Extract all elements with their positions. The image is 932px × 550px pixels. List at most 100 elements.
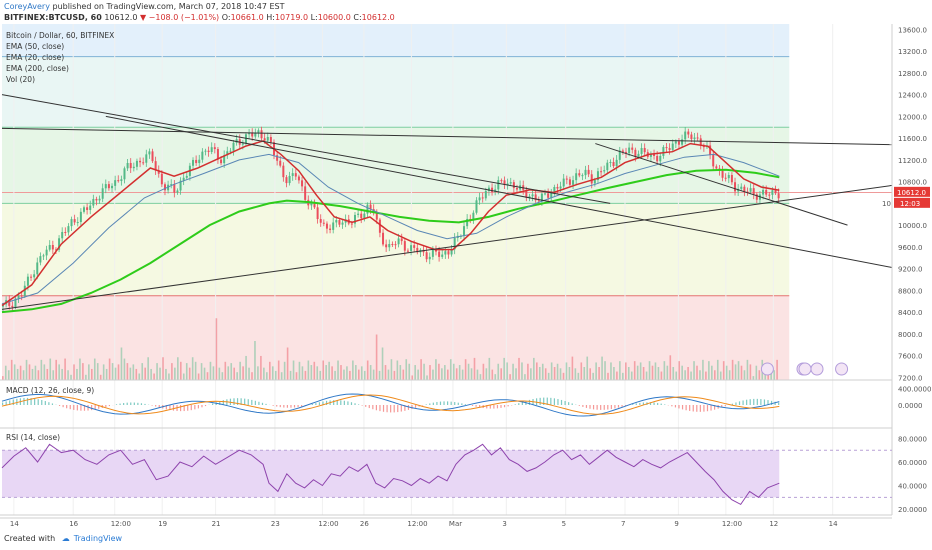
zone-red xyxy=(2,295,790,380)
macd-bar xyxy=(414,405,417,408)
macd-bar xyxy=(397,405,399,413)
legend-ema200[interactable]: EMA (200, close) xyxy=(6,64,69,73)
macd-bar xyxy=(407,405,410,410)
candle-body xyxy=(584,169,587,176)
candle-body xyxy=(58,238,61,250)
volume-bar xyxy=(174,367,176,380)
volume-bar xyxy=(672,367,675,380)
macd-bar xyxy=(400,405,402,412)
volume-bar xyxy=(429,365,431,380)
macd-bar xyxy=(41,400,43,405)
macd-bar xyxy=(358,404,360,405)
legend-macd[interactable]: MACD (12, 26, close, 9) xyxy=(6,386,95,395)
volume-bar xyxy=(604,361,606,380)
x-tick-label: 12:00 xyxy=(407,520,427,528)
volume-bar xyxy=(666,365,669,380)
candle-body xyxy=(400,238,403,242)
candle-body xyxy=(687,131,690,135)
low-label: L: xyxy=(310,13,318,22)
candle-body xyxy=(335,220,338,223)
volume-bar xyxy=(642,367,645,380)
legend-ema20[interactable]: EMA (20, close) xyxy=(6,53,65,62)
candle-body xyxy=(606,162,609,171)
candle-body xyxy=(195,159,198,164)
volume-bar xyxy=(70,374,72,380)
macd-bar xyxy=(297,405,299,408)
tradingview-logo-icon[interactable]: ☁ xyxy=(61,534,70,543)
macd-bar xyxy=(738,401,741,405)
candle-body xyxy=(148,151,151,155)
candle-body xyxy=(665,147,668,149)
candle-body xyxy=(634,149,637,157)
macd-bar xyxy=(703,405,705,412)
macd-bar xyxy=(190,405,192,411)
countdown-label: 12:03 xyxy=(900,200,920,208)
volume-bar xyxy=(536,362,538,380)
candle-body xyxy=(568,179,571,185)
legend-vol[interactable]: Vol (20) xyxy=(6,75,36,84)
volume-bar xyxy=(699,370,701,380)
candle-body xyxy=(391,243,394,245)
volume-bar xyxy=(126,363,129,380)
volume-bars xyxy=(2,318,778,380)
volume-bar xyxy=(722,361,725,380)
macd-bar xyxy=(119,403,121,405)
volume-bar xyxy=(494,374,497,380)
macd-bar xyxy=(130,402,132,405)
candle-body xyxy=(715,166,718,169)
candle-body xyxy=(353,214,356,224)
volume-bar xyxy=(393,370,396,380)
macd-bar xyxy=(411,405,413,409)
macd-bar xyxy=(763,399,766,405)
candle-body xyxy=(235,139,238,143)
volume-bar xyxy=(553,367,556,380)
event-flag-icon xyxy=(810,362,824,376)
candle-body xyxy=(774,190,777,194)
candle-body xyxy=(491,187,494,193)
volume-bar xyxy=(99,374,102,380)
candles xyxy=(2,126,780,312)
volume-bar xyxy=(482,363,485,380)
ohlc-line: BITFINEX:BTCUSD, 60 10612.0 ▼ −108.0 (−1… xyxy=(4,13,395,22)
legend-rsi[interactable]: RSI (14, close) xyxy=(6,433,61,442)
volume-bar xyxy=(325,365,327,380)
volume-bar xyxy=(417,369,419,380)
candle-body xyxy=(378,219,381,233)
candle-body xyxy=(631,147,634,150)
volume-bar xyxy=(414,365,416,380)
macd-bar xyxy=(105,405,107,408)
macd-bar xyxy=(450,401,452,405)
macd-bar xyxy=(721,405,723,408)
macd-bar xyxy=(649,402,652,405)
footer: Created with ☁ TradingView xyxy=(4,534,122,543)
candle-body xyxy=(360,213,363,219)
secondary-axis-label: 10 xyxy=(882,200,891,208)
tradingview-brand[interactable]: TradingView xyxy=(73,534,123,543)
candle-body xyxy=(506,183,509,185)
legend-ema50[interactable]: EMA (50, close) xyxy=(6,42,65,51)
candle-body xyxy=(126,162,129,169)
author-name[interactable]: CoreyAvery xyxy=(4,2,50,11)
volume-bar xyxy=(613,367,615,380)
macd-bar xyxy=(254,400,256,405)
candle-body xyxy=(743,186,746,192)
volume-bar xyxy=(123,358,126,380)
series-title[interactable]: Bitcoin / Dollar, 60, BITFINEX xyxy=(6,31,115,40)
macd-tick-label: 400.0000 xyxy=(898,385,931,393)
candle-body xyxy=(559,186,562,189)
candle-body xyxy=(730,175,733,183)
macd-bar xyxy=(222,400,224,405)
macd-bar xyxy=(137,402,139,405)
volume-bar xyxy=(289,370,292,380)
volume-bar xyxy=(758,370,761,380)
volume-bar xyxy=(657,367,660,380)
volume-bar xyxy=(355,365,357,380)
macd-bar xyxy=(311,403,313,405)
macd-bar xyxy=(94,405,96,410)
volume-bar xyxy=(7,370,10,380)
candle-body xyxy=(472,212,475,220)
macd-bar xyxy=(347,401,349,405)
macd-bar xyxy=(9,400,11,405)
macd-bar xyxy=(368,405,370,409)
